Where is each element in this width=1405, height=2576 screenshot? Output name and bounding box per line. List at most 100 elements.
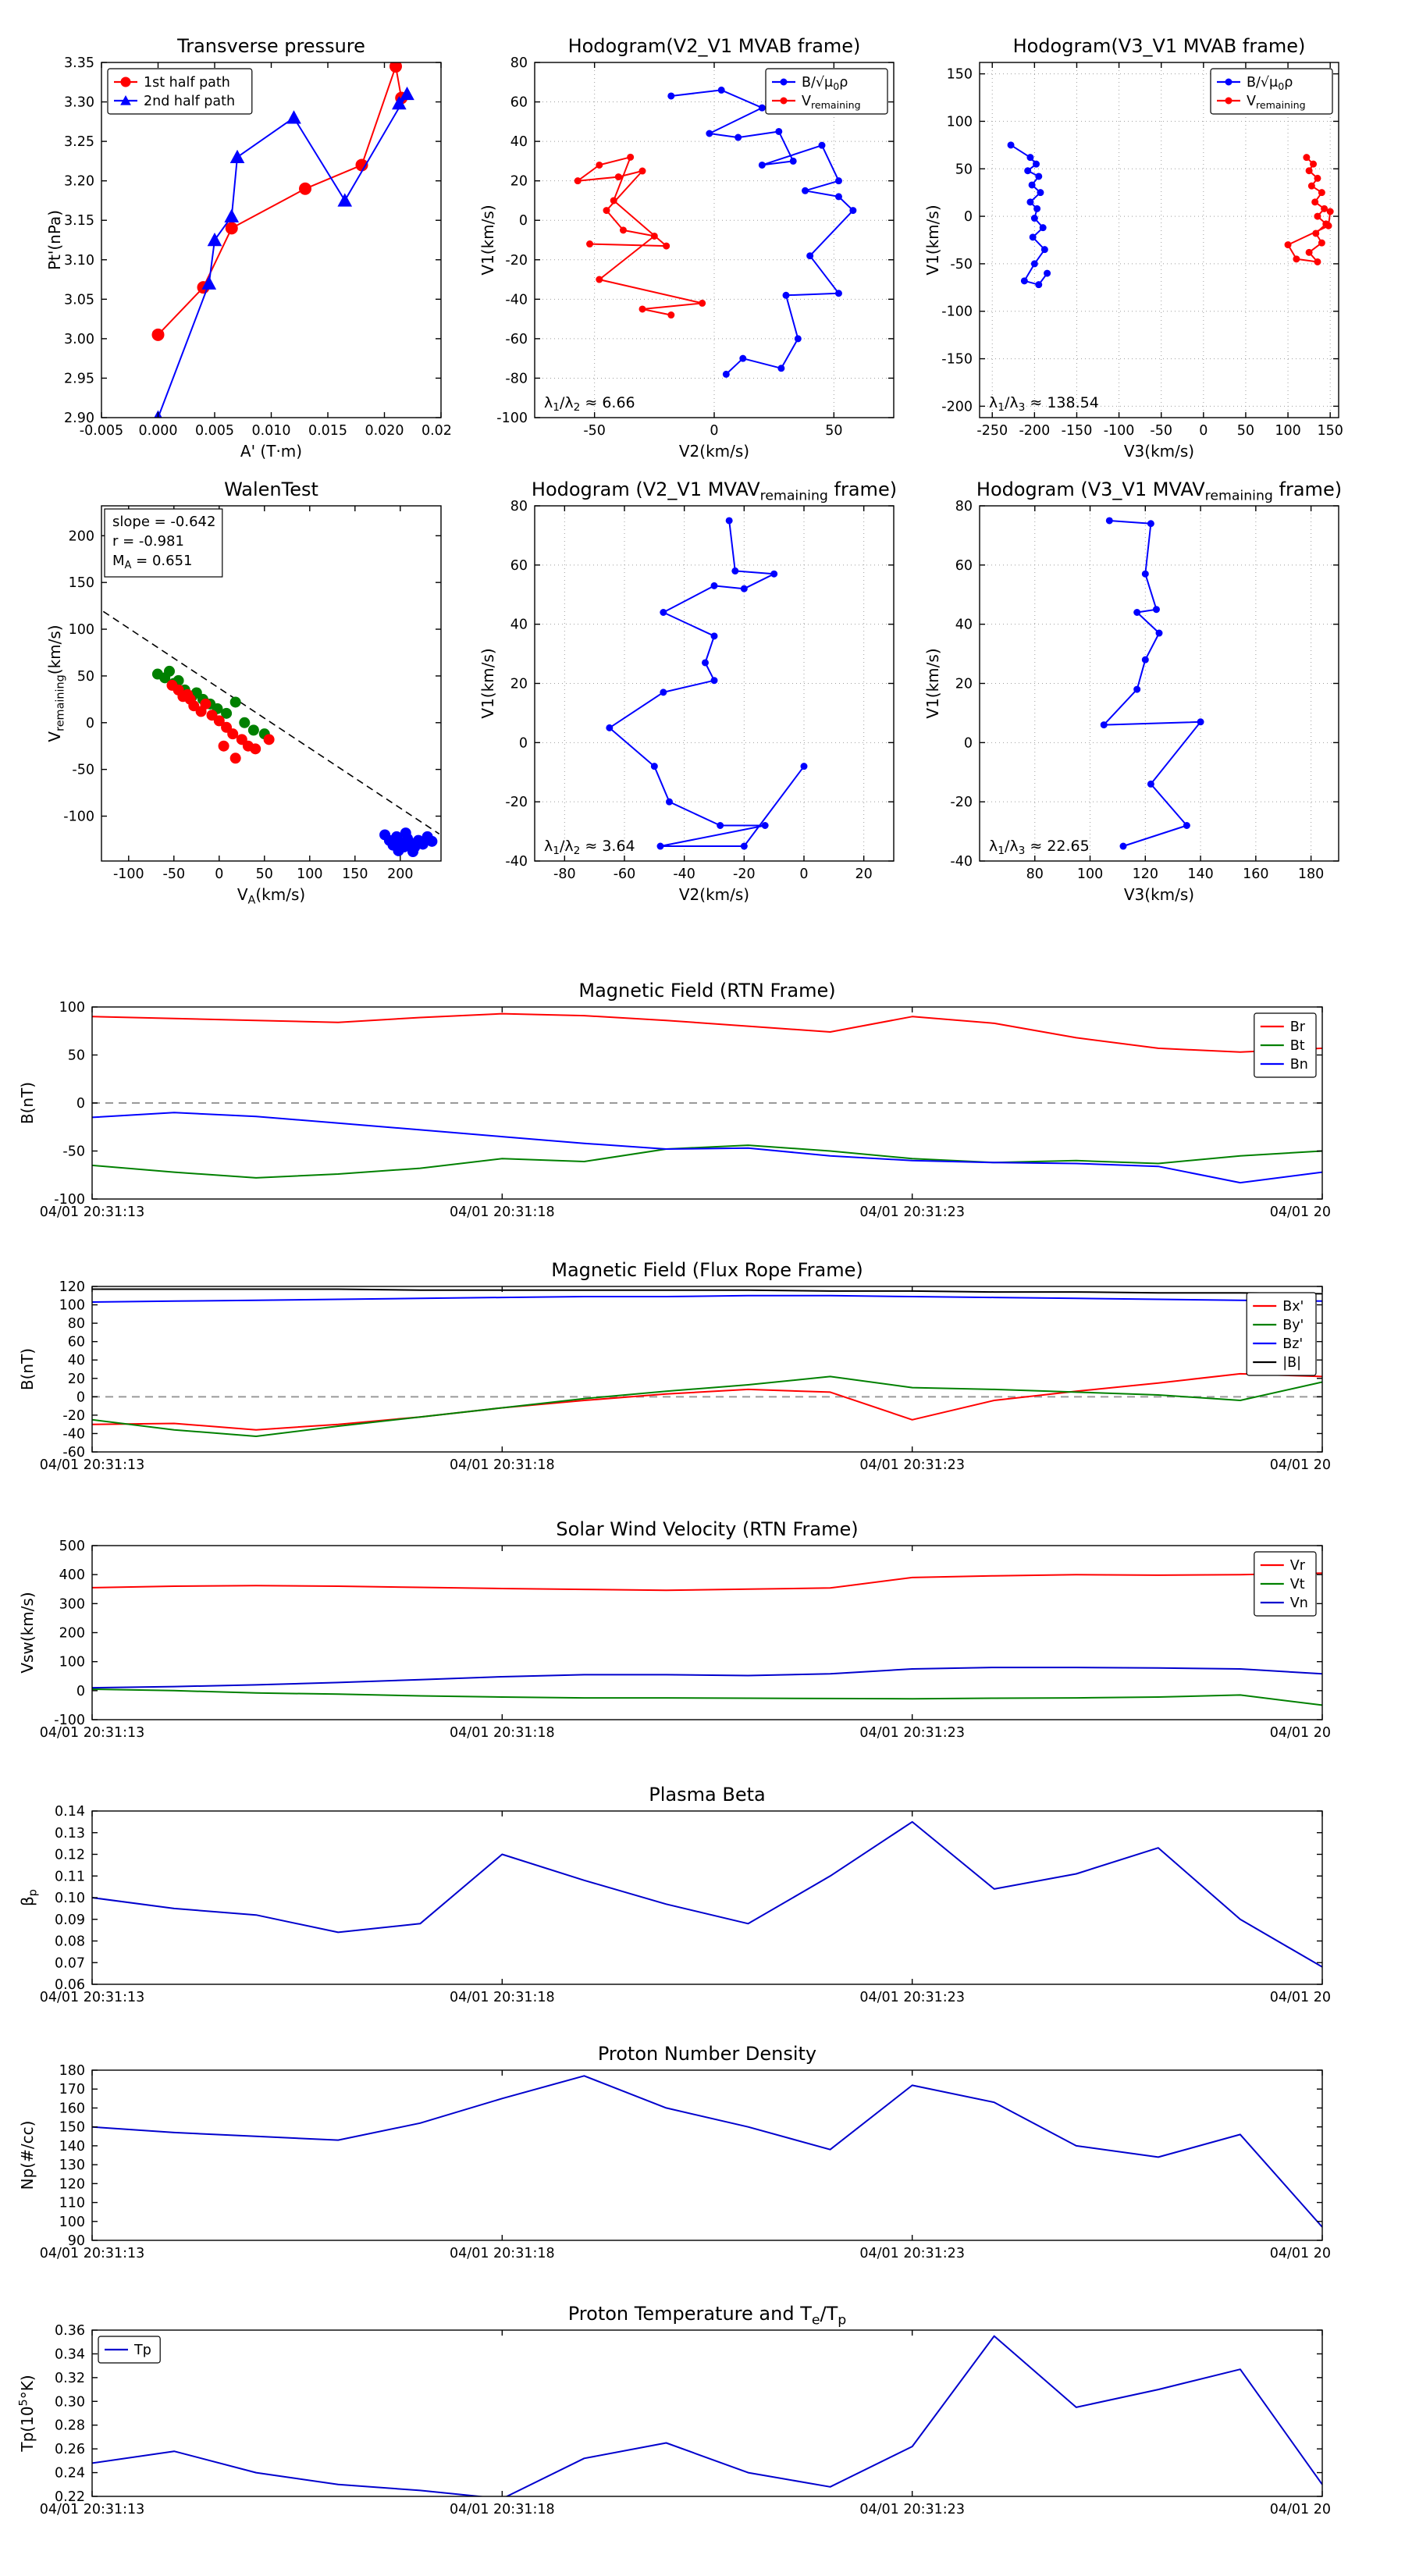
y-axis-label: Np(#/cc) xyxy=(18,2121,37,2190)
svg-text:60: 60 xyxy=(68,1335,85,1350)
svg-text:04/01 20:31:28: 04/01 20:31:28 xyxy=(1270,1457,1330,1473)
svg-text:-50: -50 xyxy=(62,1144,85,1160)
svg-text:0: 0 xyxy=(710,423,718,439)
magnetic-field-flux-rope-svg: 04/01 20:31:13 04/01 20:31:18 04/01 20:31:… xyxy=(18,1259,1375,1473)
y-axis-label: V1(km/s) xyxy=(923,205,942,275)
svg-text:B/√μ0​ρ: B/√μ0​ρ xyxy=(1247,75,1293,92)
svg-text:100: 100 xyxy=(59,1000,85,1016)
y-axis-label: B(nT) xyxy=(18,1348,37,1390)
axes-frame xyxy=(91,2329,1323,2497)
chart-transverse-pressure: -0.005 0.000 0.005 0.010 0.015 0.020 0.025 2.90… xyxy=(43,31,461,464)
svg-text:0: 0 xyxy=(519,213,528,229)
chart-hodogram-v2v1-mvav: -80 -60 -40 -20 0 20 -40 -20 0 20 40 60 80 Hodogram (… xyxy=(476,475,905,912)
lambda-annotation: λ1​/λ3​ ≈ 138.54 xyxy=(989,394,1099,414)
svg-text:-100: -100 xyxy=(941,304,973,320)
ticks xyxy=(91,1286,1323,1453)
series-group xyxy=(1007,141,1334,289)
ticks xyxy=(91,1810,1323,1985)
svg-text:B/√μ0​ρ: B/√μ0​ρ xyxy=(802,75,848,92)
series-bx- xyxy=(92,1372,1322,1431)
svg-text:-40: -40 xyxy=(62,1426,85,1442)
svg-text:100: 100 xyxy=(69,622,94,638)
series-group xyxy=(92,1288,1322,1437)
svg-text:-20: -20 xyxy=(950,795,973,810)
chart-title: Proton Number Density xyxy=(598,2043,816,2065)
plasma-beta-svg: 04/01 20:31:13 04/01 20:31:18 04/01 20:31:… xyxy=(18,1784,1375,2005)
svg-text:20: 20 xyxy=(510,677,528,692)
chart-hodogram-v3v1-mvab: -250 -200 -150 -100 -50 0 50 100 150 -200 -150 -100… xyxy=(921,31,1350,464)
series-bn xyxy=(92,1112,1322,1184)
svg-text:slope = -0.642: slope = -0.642 xyxy=(112,514,215,530)
series-1st-half-path xyxy=(151,62,408,341)
chart-title: Proton Temperature and Te​/Tp​ xyxy=(568,2303,847,2328)
chart-title: Hodogram (V2_V1 MVAVremaining​ frame) xyxy=(532,479,897,503)
hodogram-v3v1-mvab-svg: -250 -200 -150 -100 -50 0 50 100 150-200-150-100… xyxy=(923,35,1343,461)
proton-number-density-svg: 04/01 20:31:13 04/01 20:31:18 04/01 20:31:… xyxy=(18,2043,1375,2261)
tick-labels: 04/01 20:31:13 04/01 20:31:18 04/01 20:31:… xyxy=(40,1000,1375,1220)
svg-text:Vr: Vr xyxy=(1290,1558,1306,1574)
legend: B/√μ0​ρ Vremaining​ xyxy=(1210,68,1333,115)
svg-text:0.26: 0.26 xyxy=(55,2442,85,2457)
legend: 1st half path 2nd half path xyxy=(107,68,253,115)
series-b-0- xyxy=(1007,141,1051,289)
svg-text:1st half path: 1st half path xyxy=(144,75,230,91)
svg-text:-50: -50 xyxy=(163,866,186,882)
ticks xyxy=(91,1006,1323,1200)
svg-text:|B|: |B| xyxy=(1282,1355,1301,1371)
svg-text:40: 40 xyxy=(955,617,973,633)
ticks xyxy=(101,62,442,418)
svg-text:60: 60 xyxy=(510,558,528,574)
svg-text:2nd half path: 2nd half path xyxy=(144,94,235,109)
lambda-annotation: λ1​/λ2​ ≈ 6.66 xyxy=(544,394,635,414)
series-scatter-blue xyxy=(379,827,438,858)
ticks xyxy=(980,505,1339,862)
svg-text:0.005: 0.005 xyxy=(195,423,234,439)
svg-text:MA​ = 0.651: MA​ = 0.651 xyxy=(112,553,193,571)
ticks xyxy=(535,505,894,862)
svg-text:0.14: 0.14 xyxy=(55,1804,85,1820)
svg-text:r = -0.981: r = -0.981 xyxy=(112,533,184,550)
axes-frame xyxy=(91,1286,1323,1453)
svg-text:100: 100 xyxy=(947,114,973,130)
svg-text:500: 500 xyxy=(59,1539,85,1554)
chart-solar-wind-velocity: 04/01 20:31:13 04/01 20:31:18 04/01 20:31:… xyxy=(16,1518,1375,1743)
svg-text:Vn: Vn xyxy=(1290,1596,1308,1611)
svg-text:-60: -60 xyxy=(614,866,636,882)
svg-text:0.06: 0.06 xyxy=(55,1977,85,1993)
svg-text:160: 160 xyxy=(1243,866,1268,882)
svg-text:3.30: 3.30 xyxy=(64,95,94,111)
ticks xyxy=(91,1545,1323,1720)
tick-labels: -0.005 0.000 0.005 0.010 0.015 0.020 0.025 2.90… xyxy=(64,55,461,439)
svg-text:Bz': Bz' xyxy=(1282,1336,1303,1352)
svg-text:Vremaining​: Vremaining​ xyxy=(802,94,861,111)
svg-text:Bx': Bx' xyxy=(1282,1299,1304,1315)
svg-text:100: 100 xyxy=(1077,866,1103,882)
svg-text:0.24: 0.24 xyxy=(55,2466,85,2482)
svg-text:04/01 20:31:23: 04/01 20:31:23 xyxy=(859,1204,965,1220)
svg-text:0.010: 0.010 xyxy=(251,423,290,439)
svg-text:20: 20 xyxy=(855,866,873,882)
svg-text:0.09: 0.09 xyxy=(55,1912,85,1928)
svg-text:60: 60 xyxy=(955,558,973,574)
svg-text:80: 80 xyxy=(68,1316,85,1332)
svg-text:300: 300 xyxy=(59,1596,85,1612)
svg-text:-150: -150 xyxy=(1062,423,1093,439)
series-group xyxy=(92,1572,1322,1706)
svg-text:2.95: 2.95 xyxy=(64,371,94,386)
svg-text:50: 50 xyxy=(68,1048,85,1064)
y-axis-label: βp​ xyxy=(18,1889,39,1906)
series-group xyxy=(1100,517,1204,850)
svg-text:-60: -60 xyxy=(62,1445,85,1461)
series-group xyxy=(606,517,808,850)
svg-text:200: 200 xyxy=(387,866,413,882)
svg-text:-40: -40 xyxy=(950,854,973,870)
x-axis-label: VA​(km/s) xyxy=(237,885,305,906)
y-axis-label: Vsw(km/s) xyxy=(18,1592,37,1673)
series-np xyxy=(92,2075,1322,2228)
svg-text:0: 0 xyxy=(76,1389,85,1405)
tick-labels: -50 0 50 -100 -80 -60 -40 -20 0 20 40 60 80 xyxy=(496,55,842,439)
svg-text:04/01 20:31:18: 04/01 20:31:18 xyxy=(450,1457,555,1473)
svg-text:-40: -40 xyxy=(505,854,528,870)
tick-labels: -100 -50 0 50 100 150 200 -100 -50 0 50 100 150 200 xyxy=(63,528,413,882)
